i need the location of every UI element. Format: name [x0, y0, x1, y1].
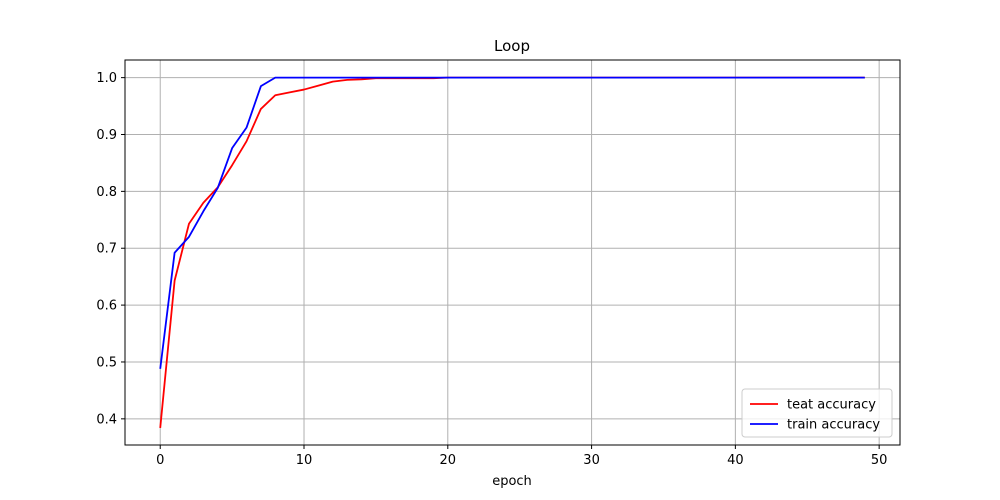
y-tick-label: 0.6 [96, 299, 117, 314]
y-tick-label: 0.4 [96, 412, 117, 427]
legend: teat accuracy train accuracy [741, 388, 893, 438]
x-axis-label: epoch [492, 474, 532, 489]
y-tick-label: 0.8 [96, 185, 117, 200]
grid-lines [125, 60, 900, 445]
plot-frame [124, 59, 901, 446]
series-line-teat-accuracy [159, 76, 865, 429]
axis-ticks: 0 10 20 30 40 50 0.4 0.5 0.6 0.7 0.8 0.9 1.0 [96, 71, 887, 468]
series-lines [159, 76, 865, 429]
x-tick-label: 40 [727, 453, 744, 468]
legend-box [741, 388, 893, 438]
chart-title: Loop [494, 37, 530, 55]
x-tick-label: 10 [296, 453, 313, 468]
x-tick-label: 0 [156, 453, 164, 468]
y-tick-label: 0.5 [96, 355, 117, 370]
x-tick-label: 50 [871, 453, 888, 468]
legend-label: train accuracy [787, 418, 880, 433]
x-tick-label: 20 [440, 453, 457, 468]
legend-label: teat accuracy [787, 398, 876, 413]
y-tick-label: 1.0 [96, 71, 117, 86]
series-line-train-accuracy [159, 76, 865, 369]
x-tick-label: 30 [583, 453, 600, 468]
y-tick-label: 0.7 [96, 242, 117, 257]
y-tick-label: 0.9 [96, 128, 117, 143]
